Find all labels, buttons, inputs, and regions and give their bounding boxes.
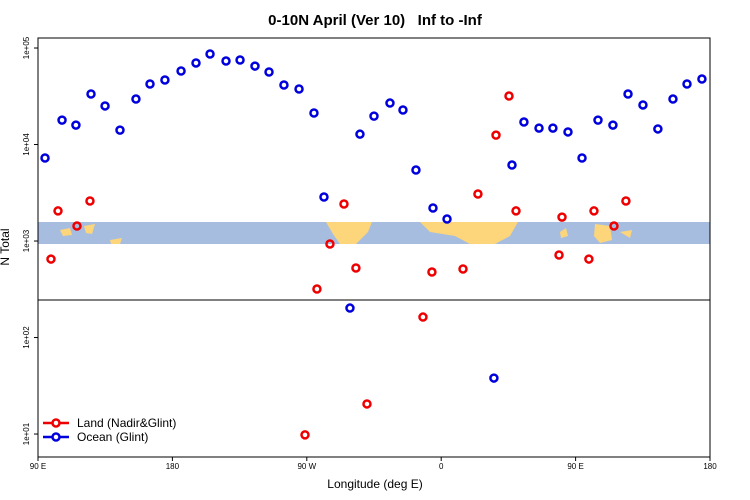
y-tick-label: 1e+02 [22, 326, 31, 349]
legend-label: Land (Nadir&Glint) [77, 416, 176, 430]
point [369, 111, 379, 121]
point [40, 153, 50, 163]
point [72, 221, 82, 231]
point [294, 84, 304, 94]
x-tick-label: 90 E [30, 462, 46, 471]
point [319, 192, 329, 202]
point [264, 67, 274, 77]
point [427, 267, 437, 277]
point [345, 303, 355, 313]
point [309, 108, 319, 118]
point [534, 123, 544, 133]
point [621, 196, 631, 206]
y-tick-label: 1e+03 [22, 229, 31, 252]
point [71, 120, 81, 130]
point [653, 124, 663, 134]
point [589, 206, 599, 216]
x-tick-label: 180 [703, 462, 717, 471]
point [86, 89, 96, 99]
point [563, 127, 573, 137]
point [623, 89, 633, 99]
point [53, 206, 63, 216]
point [411, 165, 421, 175]
point [398, 105, 408, 115]
point [191, 58, 201, 68]
point [638, 100, 648, 110]
x-axis-label: Longitude (deg E) [327, 477, 422, 491]
point [428, 203, 438, 213]
point [57, 115, 67, 125]
point [85, 196, 95, 206]
point [235, 55, 245, 65]
point [385, 98, 395, 108]
x-tick-label: 90 E [567, 462, 583, 471]
point [491, 130, 501, 140]
point [697, 74, 707, 84]
legend-marker [51, 418, 61, 428]
point [418, 312, 428, 322]
point [489, 373, 499, 383]
y-tick-label: 1e+01 [22, 422, 31, 445]
point [668, 94, 678, 104]
point [339, 199, 349, 209]
x-tick-label: 0 [439, 462, 444, 471]
point [609, 221, 619, 231]
point [519, 117, 529, 127]
point [362, 399, 372, 409]
chart-title: 0-10N April (Ver 10) Inf to -Inf [268, 12, 483, 29]
point [557, 212, 567, 222]
legend-label: Ocean (Glint) [77, 430, 148, 444]
point [351, 263, 361, 273]
point [593, 115, 603, 125]
point [554, 250, 564, 260]
point [115, 125, 125, 135]
point [131, 94, 141, 104]
y-axis-label: N Total [0, 228, 12, 265]
map-strip [38, 222, 710, 244]
point [548, 123, 558, 133]
point [279, 80, 289, 90]
point [300, 430, 310, 440]
point [221, 56, 231, 66]
point [458, 264, 468, 274]
x-tick-label: 90 W [297, 462, 316, 471]
point [145, 79, 155, 89]
point [100, 101, 110, 111]
point [205, 49, 215, 59]
plot-frame [37, 37, 711, 458]
point [442, 214, 452, 224]
x-tick-label: 180 [166, 462, 180, 471]
point [176, 66, 186, 76]
point [46, 254, 56, 264]
point [250, 61, 260, 71]
point [325, 239, 335, 249]
point [504, 91, 514, 101]
y-tick-label: 1e+04 [22, 133, 31, 156]
point [473, 189, 483, 199]
point [577, 153, 587, 163]
point [682, 79, 692, 89]
legend-marker [51, 432, 61, 442]
point [584, 254, 594, 264]
point [511, 206, 521, 216]
point [507, 160, 517, 170]
y-tick-label: 1e+05 [22, 36, 31, 59]
point [160, 75, 170, 85]
point [355, 129, 365, 139]
point [312, 284, 322, 294]
point [608, 120, 618, 130]
